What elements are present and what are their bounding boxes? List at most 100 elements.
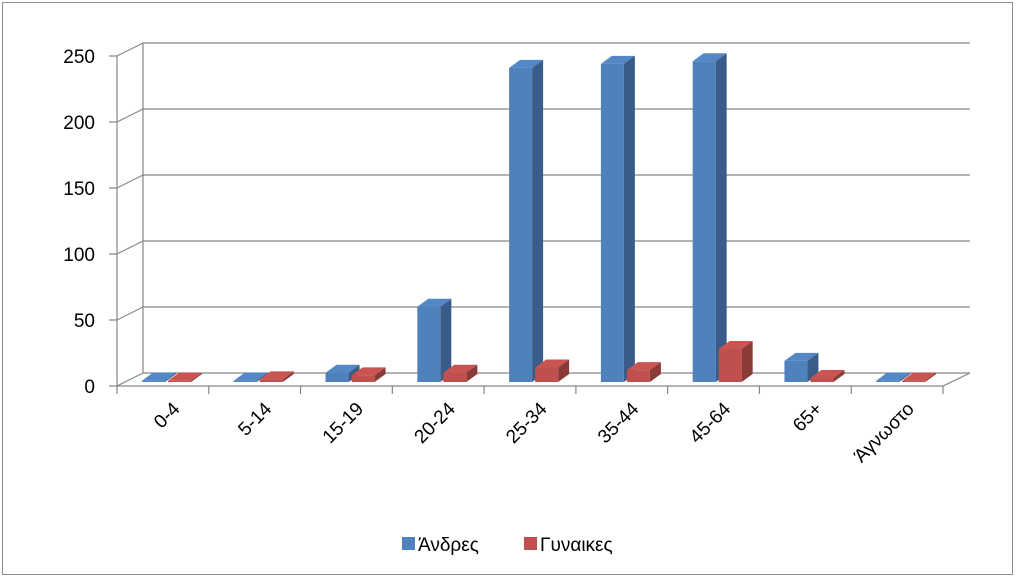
bar xyxy=(417,298,452,382)
bar-top-face xyxy=(417,298,452,307)
bar-top-face xyxy=(351,367,386,376)
x-axis-ticks: 0-4 5-14 15-19 20-24 25-34 35-44 45-64 65+ Άγνωσ… xyxy=(116,386,944,467)
y-tick-label: 0 xyxy=(84,377,95,398)
bars xyxy=(142,53,937,383)
bar xyxy=(443,364,478,382)
legend-label: Γυναικες xyxy=(540,535,613,556)
bar-top-face xyxy=(509,59,544,68)
bar-side-face xyxy=(715,53,727,383)
bar-side-face xyxy=(466,364,478,382)
legend: Άνδρες Γυναικες xyxy=(402,535,613,556)
y-tick-label: 150 xyxy=(63,179,95,200)
bar-front-face xyxy=(509,67,533,382)
legend-swatch xyxy=(524,537,537,550)
bar xyxy=(784,352,819,382)
x-tick-label: 65+ xyxy=(789,399,827,437)
bar xyxy=(233,372,268,382)
gridline-side xyxy=(116,174,144,189)
bar-front-face xyxy=(784,360,808,382)
bar-side-face xyxy=(833,370,845,382)
bar-front-face xyxy=(443,372,467,382)
bar-side-face xyxy=(348,364,360,382)
x-tick-label: 5-14 xyxy=(234,398,276,440)
bar-side-face xyxy=(649,362,661,382)
x-tick-label: Άγνωστο xyxy=(850,399,918,467)
bar-side-face xyxy=(899,372,911,382)
bar xyxy=(600,55,635,382)
gridline-side xyxy=(116,108,144,123)
bar xyxy=(168,372,202,382)
x-tick-label: 15-19 xyxy=(319,399,368,448)
bar-front-face xyxy=(142,380,165,382)
bar xyxy=(718,341,753,382)
bar-top-face xyxy=(718,341,753,349)
bar-side-face xyxy=(374,367,386,382)
bar xyxy=(626,362,661,382)
bar-side-face xyxy=(256,372,268,382)
bar xyxy=(692,53,727,383)
bar-side-face xyxy=(741,341,753,382)
bar-top-face xyxy=(600,55,635,64)
bar-front-face xyxy=(535,367,559,382)
bar-side-face xyxy=(165,372,176,382)
bar-top-face xyxy=(325,364,360,373)
y-axis-ticks: 0 50 100 150 200 250 xyxy=(63,47,117,398)
bar xyxy=(509,59,544,383)
legend-item: Άνδρες xyxy=(402,535,479,556)
bar-front-face xyxy=(325,372,349,382)
bar-front-face xyxy=(168,380,191,382)
bar-side-face xyxy=(282,371,294,382)
x-tick-label: 35-44 xyxy=(594,398,644,448)
bar-side-face xyxy=(532,59,544,383)
bar-top-face xyxy=(876,372,911,381)
bar-front-face xyxy=(351,375,375,382)
bar-front-face xyxy=(259,379,283,382)
bar xyxy=(810,370,845,382)
bar-front-face xyxy=(692,61,716,383)
bar xyxy=(142,372,176,382)
y-tick-label: 200 xyxy=(63,113,95,134)
bar xyxy=(535,359,570,382)
gridline-side xyxy=(116,240,144,255)
bar xyxy=(351,367,386,382)
x-tick-label: 20-24 xyxy=(411,398,461,448)
bar-top-face xyxy=(902,372,937,381)
legend-label: Άνδρες xyxy=(418,535,479,556)
bar xyxy=(325,364,360,382)
y-tick-label: 100 xyxy=(63,245,95,266)
y-tick-label: 250 xyxy=(63,47,95,68)
bar-top-face xyxy=(142,372,176,381)
floor-edge xyxy=(942,372,971,387)
y-tick-label: 50 xyxy=(74,311,95,332)
bar-front-face xyxy=(902,380,926,382)
bar-front-face xyxy=(600,63,624,382)
bar-front-face xyxy=(233,380,257,382)
bar xyxy=(876,372,911,382)
bar-top-face xyxy=(810,370,845,379)
bar-side-face xyxy=(558,359,570,382)
bar-side-face xyxy=(440,298,452,382)
bar-front-face xyxy=(876,380,900,382)
x-tick-label: 25-34 xyxy=(502,398,552,448)
bar-top-face xyxy=(443,364,478,373)
legend-item: Γυναικες xyxy=(524,535,613,556)
gridline-side xyxy=(116,306,144,321)
bar-side-face xyxy=(623,55,635,382)
bar-top-face xyxy=(259,371,294,380)
bar-top-face xyxy=(233,372,268,381)
legend-swatch xyxy=(402,537,415,550)
x-tick-label: 0-4 xyxy=(150,398,185,433)
gridline-side xyxy=(116,372,144,387)
bar-side-face xyxy=(925,372,937,382)
bar-top-face xyxy=(784,352,819,361)
bar-front-face xyxy=(417,306,441,382)
bar xyxy=(902,372,937,382)
x-tick-label: 45-64 xyxy=(686,398,736,448)
bar-top-face xyxy=(692,53,727,62)
bar xyxy=(259,371,294,382)
bar-front-face xyxy=(626,370,650,382)
bar-front-face xyxy=(718,349,742,382)
bar-top-face xyxy=(168,372,202,381)
